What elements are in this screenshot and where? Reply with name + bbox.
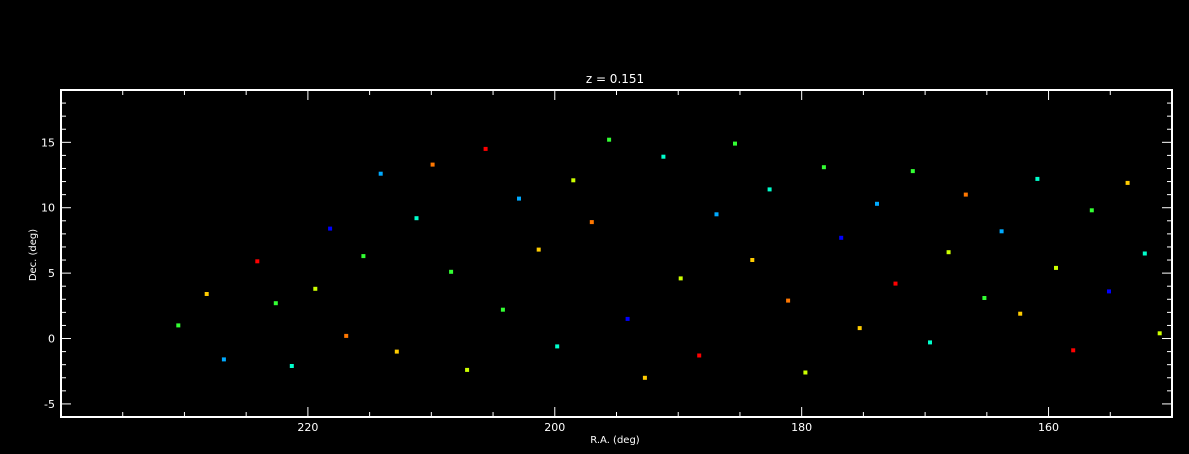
data-point [536, 247, 541, 252]
data-point [697, 353, 702, 358]
data-point [1054, 265, 1058, 270]
data-point [555, 344, 560, 349]
data-point [414, 216, 419, 221]
data-point [857, 326, 862, 331]
tick-label: -5 [44, 398, 55, 411]
axis-ticks: 220 200 180 160 -5 0 5 10 15 [41, 89, 1173, 434]
data-point [589, 220, 594, 225]
data-point [661, 154, 666, 159]
y-axis-label: Dec. (deg) [28, 229, 39, 281]
data-point [483, 146, 488, 151]
data-point [313, 286, 318, 291]
data-point [750, 258, 755, 262]
tick-label: 5 [48, 267, 55, 280]
tick-label: 200 [544, 421, 565, 434]
tick-label: 10 [41, 202, 55, 215]
data-point [517, 196, 521, 201]
data-point [273, 301, 278, 306]
data-point [1071, 348, 1076, 353]
data-point [803, 370, 808, 375]
data-point [786, 298, 791, 303]
plot-frame [60, 89, 1173, 418]
data-point [328, 226, 333, 231]
data-point [1107, 289, 1111, 294]
data-point [910, 169, 915, 174]
data-point [1018, 311, 1023, 316]
data-point [946, 250, 951, 255]
data-point [361, 254, 366, 259]
data-point [465, 367, 470, 372]
data-point [176, 323, 181, 328]
data-point [1089, 208, 1094, 213]
data-point [678, 276, 683, 281]
data-point [289, 364, 294, 368]
data-point [449, 269, 454, 274]
data-point [714, 212, 719, 217]
data-point [344, 333, 349, 338]
data-point [893, 281, 898, 286]
tick-label: 160 [1038, 421, 1059, 434]
data-point [255, 259, 260, 264]
x-axis-label: R.A. (deg) [590, 435, 640, 446]
data-point [821, 165, 826, 170]
tick-label: 15 [41, 136, 55, 149]
data-point [963, 192, 968, 197]
data-point [733, 141, 737, 146]
tick-label: 0 [48, 333, 55, 346]
data-point [394, 349, 399, 354]
data-point [928, 340, 932, 345]
data-point [1125, 180, 1130, 185]
data-point [607, 137, 612, 142]
chart-title: z = 0.151 [586, 72, 644, 86]
data-point [1157, 331, 1162, 336]
data-point [642, 375, 647, 380]
data-point [999, 229, 1004, 234]
data-point [204, 292, 209, 296]
data-point [839, 235, 844, 240]
data-point [500, 307, 505, 312]
tick-label: 220 [297, 421, 318, 434]
data-point [430, 162, 435, 167]
data-point [625, 316, 630, 321]
data-point [221, 357, 226, 362]
data-point [767, 187, 772, 192]
plot-area [176, 137, 1162, 380]
data-point [571, 178, 576, 183]
tick-label: 180 [791, 421, 812, 434]
data-point [1035, 176, 1040, 181]
data-point [1142, 251, 1147, 256]
data-point [875, 201, 879, 206]
data-point [982, 296, 987, 300]
data-point [378, 171, 383, 176]
